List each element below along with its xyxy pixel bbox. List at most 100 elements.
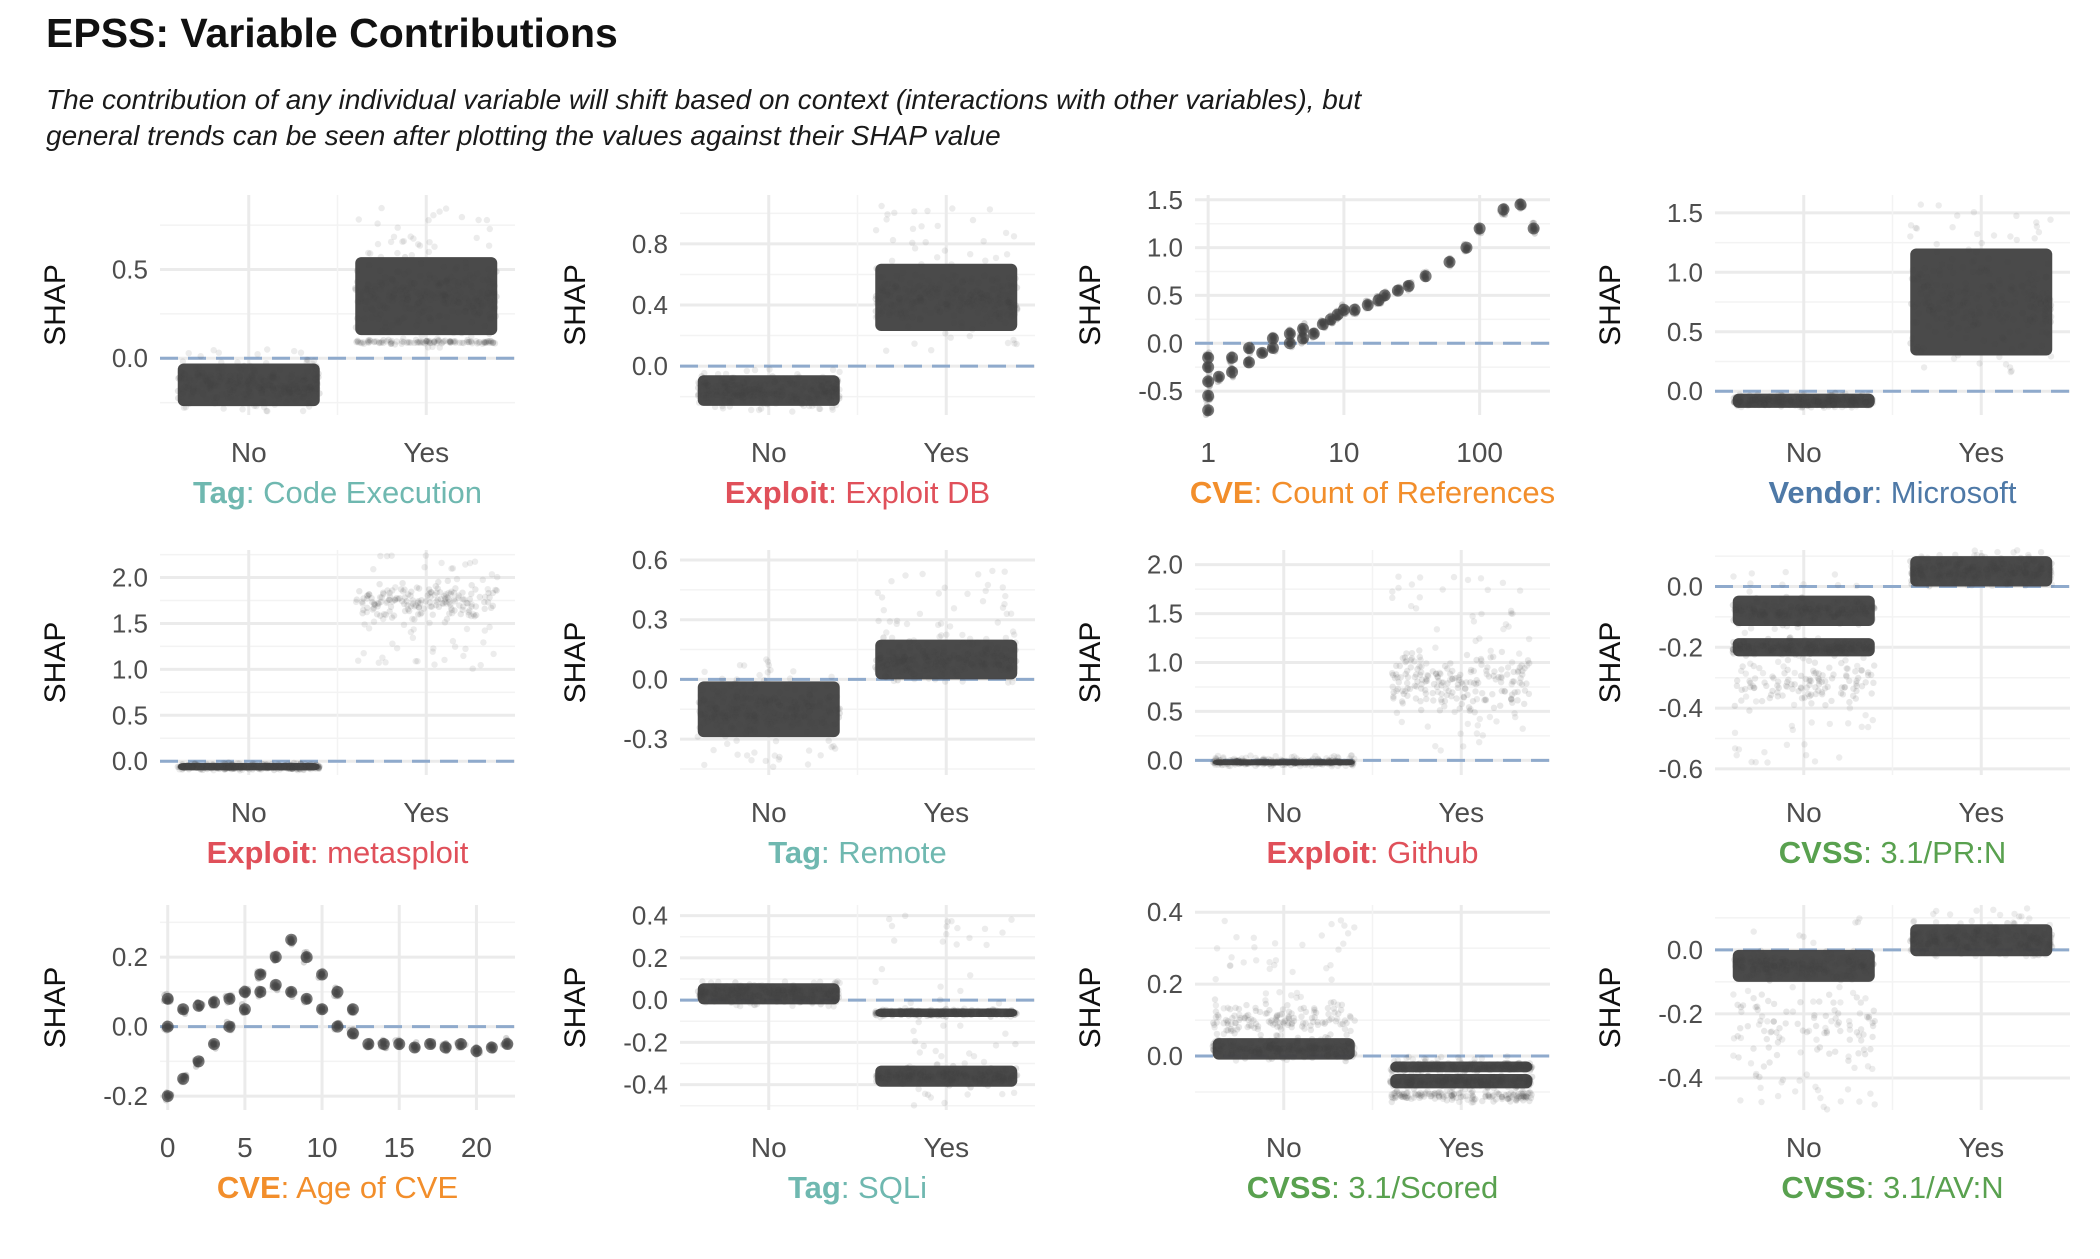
data-point [1474, 722, 1482, 729]
data-point [179, 390, 186, 398]
data-point [776, 689, 783, 696]
data-point [1824, 611, 1832, 618]
data-point [1499, 579, 1507, 586]
data-point [433, 598, 440, 605]
data-point [269, 392, 277, 399]
data-point [719, 712, 726, 719]
data-point [1783, 683, 1791, 690]
data-point [801, 699, 808, 707]
data-point [236, 383, 244, 390]
data-point [1440, 679, 1447, 686]
data-point [1819, 402, 1826, 409]
data-point [300, 376, 308, 384]
data-point [2041, 305, 2048, 313]
data-point [983, 635, 990, 643]
data-point [747, 726, 754, 734]
data-point [1232, 757, 1239, 764]
data-point [924, 207, 931, 215]
data-point [1011, 340, 1018, 347]
data-point [271, 401, 278, 408]
data-point [1946, 263, 1954, 271]
data-point [1839, 691, 1847, 698]
data-point [412, 658, 419, 665]
data-point [696, 399, 703, 406]
data-point [391, 597, 399, 604]
data-point [377, 253, 385, 261]
data-point [215, 373, 223, 380]
data-point [884, 291, 891, 298]
data-point [1497, 203, 1510, 216]
facet-strip-label: Tag: Code Execution [193, 475, 482, 510]
data-point [312, 376, 319, 383]
data-point [699, 686, 706, 693]
data-point [377, 311, 384, 318]
data-point [954, 660, 962, 667]
data-point [1490, 704, 1498, 711]
data-point [300, 390, 307, 397]
data-point [314, 381, 321, 388]
data-point [1917, 271, 1925, 278]
data-point [1968, 259, 1976, 266]
data-point [959, 631, 966, 639]
data-point [1334, 762, 1342, 770]
data-point [197, 766, 204, 773]
data-point [237, 366, 244, 374]
data-point [493, 268, 500, 275]
data-point [2002, 361, 2010, 368]
strip-variable: : Microsoft [1874, 475, 2017, 510]
data-point [1980, 337, 1988, 344]
data-point [2033, 275, 2041, 282]
data-point [302, 383, 310, 390]
data-point [921, 306, 929, 314]
data-point [1479, 690, 1486, 697]
data-point [911, 340, 918, 347]
data-point [818, 377, 825, 385]
data-point [910, 653, 917, 660]
data-point [211, 382, 218, 389]
data-point [923, 640, 931, 648]
data-point [1491, 668, 1498, 675]
data-point [947, 334, 954, 341]
data-point [893, 272, 900, 280]
data-point [261, 385, 268, 393]
data-point [213, 394, 220, 401]
data-point [743, 376, 750, 384]
data-point [1748, 570, 1756, 577]
data-point [822, 722, 830, 730]
data-point [940, 661, 947, 668]
data-point [474, 270, 481, 277]
data-point [1477, 575, 1485, 582]
data-point [907, 279, 914, 287]
data-point [958, 323, 965, 330]
y-axis-label: SHAP [1074, 622, 1107, 704]
data-point [1953, 307, 1961, 314]
y-tick-label: 0.0 [1147, 328, 1183, 358]
data-point [430, 645, 437, 652]
data-point [285, 396, 292, 403]
data-point [408, 251, 415, 259]
data-point [477, 661, 484, 669]
data-point [1442, 685, 1450, 692]
data-point [185, 400, 193, 407]
data-point [1449, 667, 1456, 675]
x-tick-label: No [1786, 437, 1822, 468]
data-point [1978, 264, 1985, 271]
data-point [1400, 690, 1408, 698]
data-point [1791, 669, 1798, 677]
data-point [411, 339, 418, 347]
data-point [2042, 317, 2050, 325]
data-point [1856, 641, 1863, 648]
data-point [980, 293, 987, 301]
data-point [1869, 400, 1877, 407]
data-point [386, 589, 393, 597]
data-point [1772, 603, 1779, 610]
data-point [1005, 274, 1013, 281]
y-tick-label: 1.5 [1667, 198, 1703, 228]
data-point [950, 319, 958, 327]
data-point [488, 571, 496, 578]
data-point [1243, 356, 1256, 369]
data-point [909, 314, 916, 321]
data-point [934, 289, 941, 296]
y-tick-label: -0.3 [623, 724, 668, 754]
facet-strip-label: Tag: Remote [768, 835, 947, 870]
